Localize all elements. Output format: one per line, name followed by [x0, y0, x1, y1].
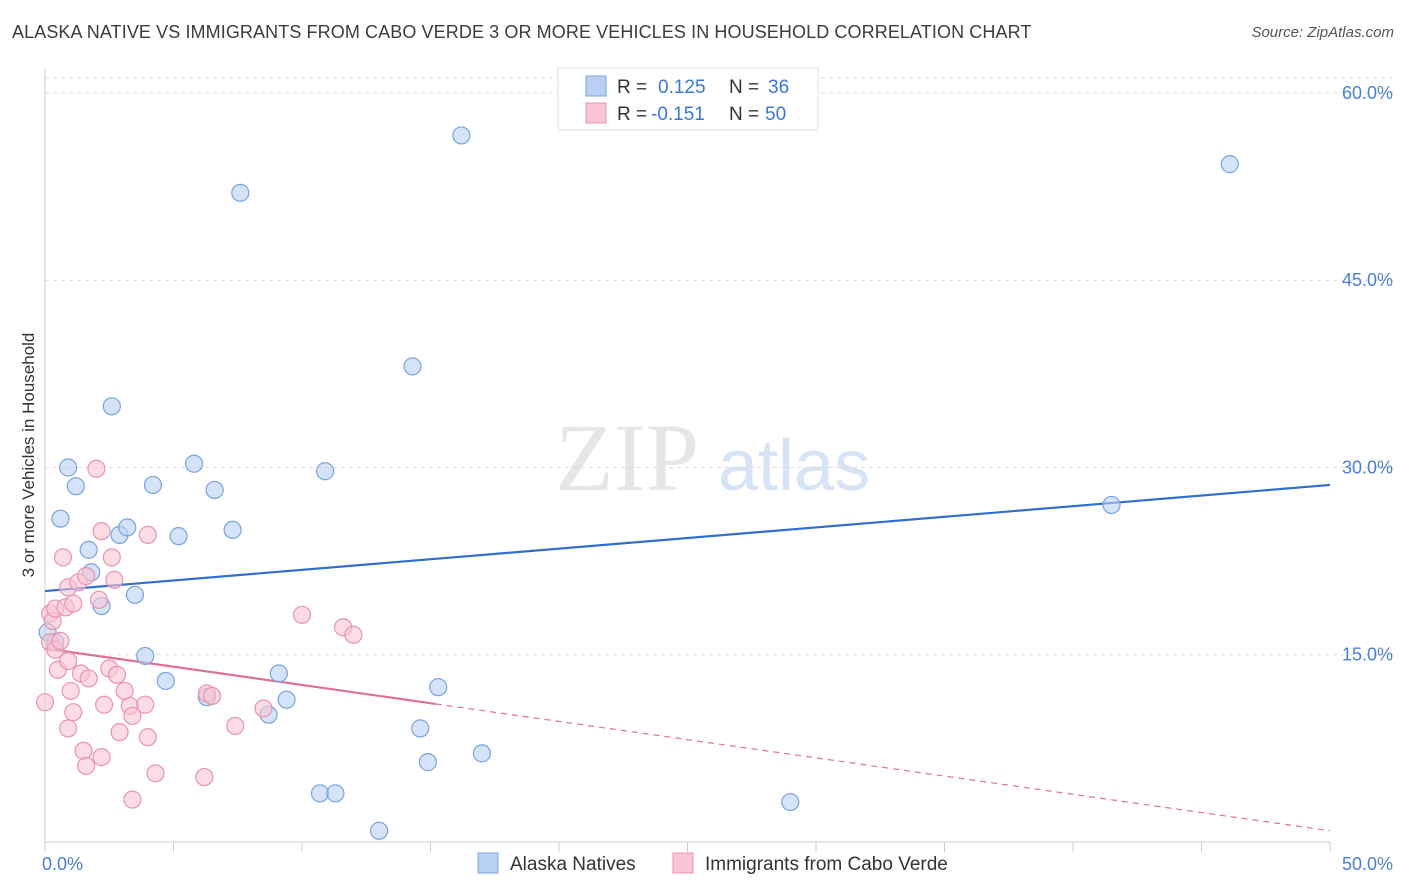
alaska-point — [411, 719, 430, 738]
alaska-point — [269, 664, 288, 683]
alaska-point — [1220, 155, 1239, 174]
alaska-point — [59, 458, 78, 477]
legend-r-label-2: R = — [617, 104, 647, 125]
cabo-verde-point — [59, 719, 78, 738]
cabo-verde-point — [92, 748, 111, 767]
alaska-point — [79, 540, 98, 559]
cabo-verde-point — [110, 723, 129, 742]
cabo-verde-point — [92, 522, 111, 541]
y-tick-label: 45.0% — [1342, 270, 1393, 290]
cabo-verde-point — [123, 706, 142, 726]
cabo-verde-point — [202, 686, 222, 706]
alaska-point — [403, 357, 422, 376]
gridlines — [45, 77, 1395, 656]
cabo-verde-point — [35, 693, 55, 712]
alaska-point — [326, 784, 345, 803]
alaska-point — [156, 671, 175, 691]
alaska-point — [169, 527, 188, 546]
series-swatch-alaska — [477, 852, 499, 874]
series-legend: Alaska Natives Immigrants from Cabo Verd… — [477, 852, 948, 875]
cabo-verde-point — [89, 590, 109, 609]
alaska-point — [136, 646, 155, 666]
cabo-verde-point — [138, 728, 157, 747]
legend-swatch-blue — [585, 75, 607, 97]
cabo-verde-point — [59, 651, 78, 671]
alaska-point — [452, 126, 471, 145]
y-axis-label: 3 or more Vehicles in Household — [19, 333, 38, 578]
cabo-verde-point — [344, 625, 363, 644]
cabo-verde-point — [107, 665, 127, 684]
legend-r-value-1: 0.125 — [658, 77, 706, 98]
cabo-verde-point — [123, 790, 142, 809]
y-tick-label: 60.0% — [1342, 83, 1393, 103]
alaska-point — [125, 585, 145, 604]
alaska-point — [370, 821, 389, 840]
cabo-verde-point — [102, 548, 121, 567]
alaska-point — [66, 477, 85, 496]
x-tick-label: 50.0% — [1342, 854, 1393, 874]
watermark-zip: ZIP — [555, 404, 699, 511]
cabo-verde-point — [254, 699, 273, 718]
cabo-verde-point — [226, 716, 245, 736]
cabo-verde-point — [61, 681, 80, 701]
alaska-point — [316, 462, 335, 481]
data-points — [35, 126, 1239, 840]
alaska-point — [231, 183, 250, 202]
alaska-point — [118, 518, 137, 537]
cabo-verde-point — [74, 741, 93, 760]
alaska-point — [429, 678, 448, 697]
cabo-verde-point — [53, 548, 73, 567]
cabo-verde-point — [292, 605, 312, 624]
cabo-verde-point — [77, 566, 96, 586]
alaska-point — [310, 784, 330, 803]
legend-n-value-1: 36 — [768, 77, 789, 98]
watermark-atlas: atlas — [718, 426, 870, 506]
alaska-point — [277, 690, 296, 709]
cabo-verde-point — [146, 764, 165, 783]
trend-line-cabo-verde — [44, 647, 436, 705]
legend-n-value-2: 50 — [765, 104, 786, 125]
alaska-point — [205, 480, 224, 500]
cabo-verde-point — [64, 703, 83, 722]
legend-swatch-pink — [585, 102, 607, 124]
cabo-verde-point — [105, 570, 124, 589]
cabo-verde-point — [51, 631, 70, 651]
cabo-verde-point — [95, 695, 114, 714]
x-tick-label: 0.0% — [42, 854, 83, 874]
series-label-cabo-verde: Immigrants from Cabo Verde — [705, 854, 948, 875]
cabo-verde-point — [138, 525, 157, 544]
axes: 15.0% 30.0% 45.0% 60.0% 0.0% 50.0% — [42, 68, 1393, 874]
alaska-point — [1102, 495, 1121, 515]
legend-n-label-2: N = — [729, 104, 759, 125]
correlation-legend: R = 0.125 N = 36 R = -0.151 N = 50 — [557, 67, 819, 131]
alaska-point — [472, 744, 491, 763]
alaska-point — [418, 753, 438, 772]
cabo-verde-point — [77, 756, 96, 775]
cabo-verde-point — [79, 669, 98, 688]
alaska-point — [102, 397, 121, 416]
legend-r-value-2: -0.151 — [651, 104, 705, 125]
alaska-point — [143, 475, 163, 495]
legend-n-label-1: N = — [729, 77, 759, 98]
cabo-verde-point — [64, 594, 83, 613]
y-tick-label: 15.0% — [1342, 645, 1393, 665]
series-swatch-cabo-verde — [672, 852, 694, 874]
cabo-verde-point — [195, 767, 214, 787]
alaska-point — [51, 509, 70, 528]
alaska-point — [184, 454, 204, 473]
y-tick-label: 30.0% — [1342, 457, 1393, 477]
trend-line-cabo-verde-extension — [435, 703, 1331, 832]
chart-title: ALASKA NATIVE VS IMMIGRANTS FROM CABO VE… — [12, 22, 1032, 42]
alaska-point — [781, 792, 800, 812]
alaska-point — [223, 520, 242, 540]
cabo-verde-point — [87, 459, 106, 478]
cabo-verde-point — [136, 695, 155, 714]
series-label-alaska: Alaska Natives — [510, 854, 636, 875]
legend-r-label-1: R = — [617, 77, 647, 98]
source-label: Source: ZipAtlas.com — [1251, 24, 1394, 41]
